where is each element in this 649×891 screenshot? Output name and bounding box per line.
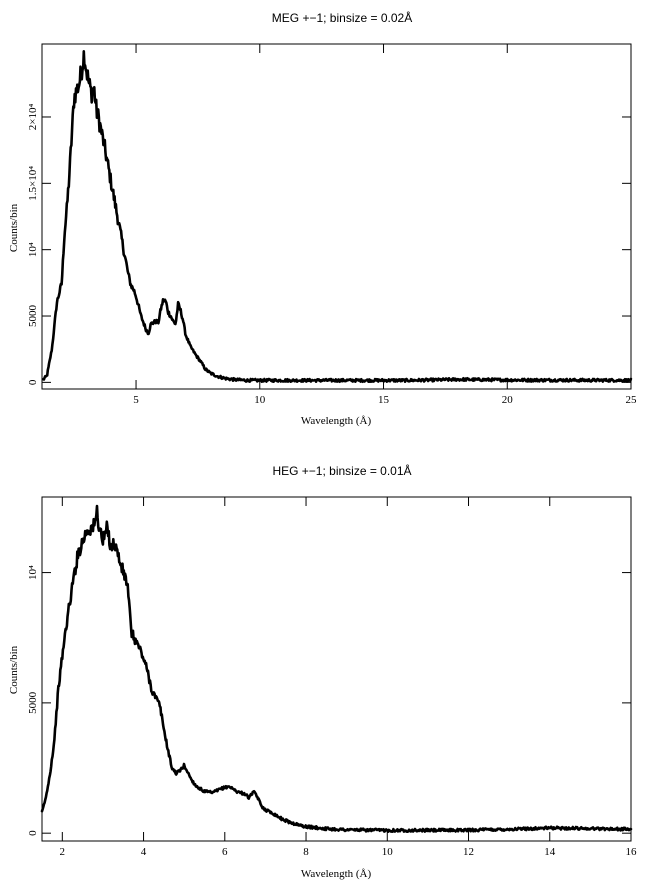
meg-plot-frame xyxy=(41,43,632,390)
meg-x-tick-label: 25 xyxy=(626,394,638,406)
meg-chart-title: MEG +−1; binsize = 0.02Å xyxy=(272,10,412,25)
heg-plot-frame xyxy=(41,496,632,842)
heg-x-tick-label: 4 xyxy=(141,846,147,858)
heg-y-tick-label: 10⁴ xyxy=(27,565,39,580)
meg-x-tick-label: 5 xyxy=(133,394,139,406)
meg-y-tick-label: 5000 xyxy=(27,305,39,328)
meg-x-tick-label: 20 xyxy=(502,394,514,406)
meg-y-tick-label: 0 xyxy=(27,379,39,385)
heg-x-tick-label: 14 xyxy=(544,846,556,858)
heg-x-tick-label: 8 xyxy=(303,846,309,858)
heg-x-tick-label: 16 xyxy=(626,846,638,858)
heg-y-axis-label: Counts/bin xyxy=(8,645,20,694)
heg-x-axis-label: Wavelength (Å) xyxy=(301,868,372,880)
heg-x-tick-label: 2 xyxy=(60,846,66,858)
heg-x-tick-label: 12 xyxy=(463,846,474,858)
heg-chart: HEG +−1; binsize = 0.01Å 2 4 6 8 10 12 14 16 0 5… xyxy=(8,463,637,880)
heg-x-tick-label: 10 xyxy=(382,846,394,858)
meg-x-tick-label: 15 xyxy=(378,394,390,406)
heg-spectrum-line xyxy=(40,504,633,834)
meg-chart: MEG +−1; binsize = 0.02Å 5 10 15 20 25 0 5000… xyxy=(8,10,637,427)
meg-y-ticks: 0 5000 10⁴ 1.5×10⁴ 2×10⁴ xyxy=(27,104,631,385)
heg-chart-title: HEG +−1; binsize = 0.01Å xyxy=(272,463,411,478)
meg-spectrum-line xyxy=(41,49,633,384)
meg-x-tick-label: 10 xyxy=(254,394,266,406)
heg-y-ticks: 0 5000 10⁴ xyxy=(27,565,631,836)
meg-y-tick-label: 2×10⁴ xyxy=(27,104,39,131)
heg-x-ticks: 2 4 6 8 10 12 14 16 xyxy=(60,497,637,858)
heg-y-tick-label: 0 xyxy=(27,830,39,836)
meg-x-axis-label: Wavelength (Å) xyxy=(301,415,372,427)
heg-x-tick-label: 6 xyxy=(222,846,228,858)
heg-y-tick-label: 5000 xyxy=(27,691,39,714)
meg-x-ticks: 5 10 15 20 25 xyxy=(133,44,637,406)
meg-y-tick-label: 1.5×10⁴ xyxy=(27,166,39,201)
meg-y-axis-label: Counts/bin xyxy=(8,203,20,252)
meg-y-tick-label: 10⁴ xyxy=(27,242,39,257)
